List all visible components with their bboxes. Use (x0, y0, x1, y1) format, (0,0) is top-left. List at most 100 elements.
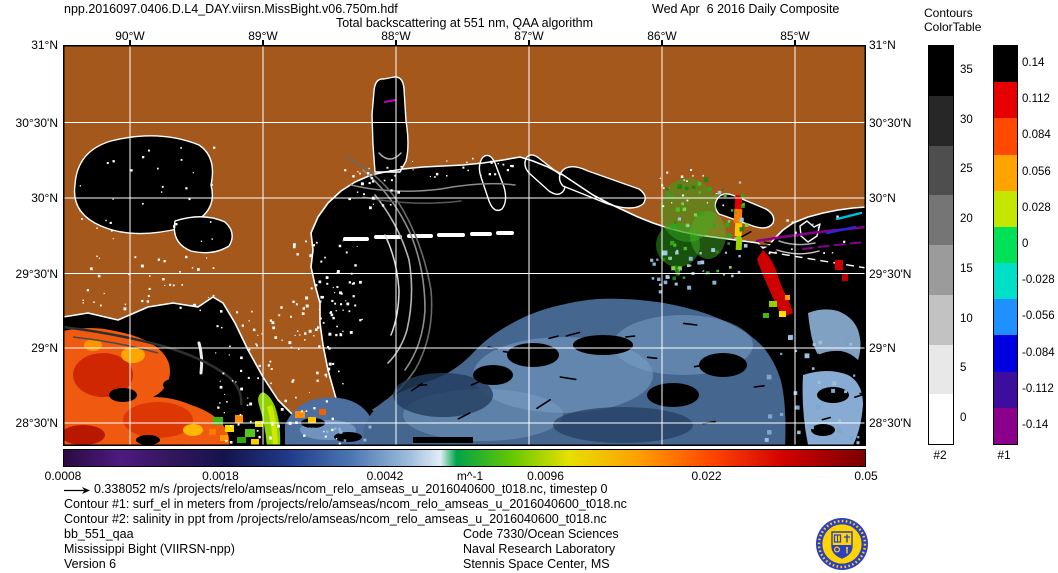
surfel-contours (384, 99, 868, 250)
lat-label-right-3: 29°30'N (869, 266, 912, 281)
lake-borgne (173, 216, 233, 254)
contour1-colortable-bar (993, 45, 1018, 445)
legend-title-line1: Contours (924, 6, 973, 20)
bar1-segment-8 (994, 335, 1017, 372)
product-name: bb_551_qaa (64, 527, 134, 541)
header-filename: npp.2016097.0406.D.L4_DAY.viirsn.MissBig… (64, 2, 398, 16)
bar1-label-6: -0.028 (1022, 274, 1055, 287)
bar1-label-7: -0.056 (1022, 310, 1055, 323)
header-composite-date: Wed Apr 6 2016 Daily Composite (652, 2, 840, 16)
bar1-label-3: 0.056 (1022, 165, 1051, 178)
contour1-note: Contour #1: surf_el in meters from /proj… (64, 497, 627, 511)
colorbar-tick-4: 0.022 (691, 469, 722, 483)
bar2-label-6: 5 (960, 362, 967, 375)
colorbar-tick-1: 0.0018 (202, 469, 239, 483)
lon-label-4: 86°W (647, 29, 677, 43)
bar1-segment-4 (994, 190, 1017, 227)
bar1-segment-6 (994, 263, 1017, 300)
bar1-name: #1 (997, 448, 1011, 462)
lakes-and-bays (73, 76, 821, 254)
vector-scale-arrow-icon (64, 487, 90, 494)
lon-tick-4 (661, 40, 663, 45)
marsh-and-data-speckles (79, 146, 860, 449)
shoal-line (768, 251, 867, 269)
lat-label-right-2: 30°N (869, 191, 896, 205)
legend-title-line2: ColorTable (924, 20, 982, 34)
bar2-label-7: 0 (960, 412, 967, 425)
bar1-segment-9 (994, 371, 1017, 408)
org-name: Naval Research Laboratory (463, 542, 616, 556)
version-label: Version 6 (64, 557, 117, 571)
bar1-segment-10 (994, 407, 1017, 444)
scattered-bloom-bits (209, 409, 326, 445)
bar1-segment-1 (994, 82, 1017, 119)
bar2-label-2: 25 (960, 163, 973, 176)
coastal-inlet (799, 220, 821, 243)
region-name: Mississippi Bight (VIIRSN-npp) (64, 542, 235, 556)
bar2-segment-1 (929, 95, 953, 146)
lat-label-left-4: 29°N (31, 341, 58, 355)
lon-label-0: 90°W (115, 29, 145, 43)
colorbar-tick-0: 0.0008 (44, 469, 82, 483)
bar1-label-1: 0.112 (1022, 93, 1050, 106)
lon-tick-2 (395, 40, 397, 45)
plot-title: Total backscattering at 551 nm, QAA algo… (335, 16, 594, 30)
contour2-colortable-bar (928, 45, 954, 445)
vector-scale-note: 0.338052 m/s /projects/relo/amseas/ncom_… (94, 482, 608, 496)
bar2-label-4: 15 (960, 262, 973, 275)
bar1-segment-2 (994, 118, 1017, 155)
bar2-segment-4 (929, 245, 953, 295)
data-patches (61, 178, 863, 447)
nearshore-red-streak (733, 194, 848, 318)
lat-label-left-0: 31°N (31, 38, 58, 52)
barrier-islands (343, 231, 514, 241)
map-canvas (61, 45, 874, 449)
lat-label-left-1: 30°30'N (15, 115, 58, 130)
mobile-bay (371, 76, 409, 173)
bar1-label-10: -0.14 (1022, 418, 1049, 431)
lat-label-left-5: 28°30'N (15, 416, 58, 430)
lon-label-2: 88°W (381, 29, 411, 43)
bar2-label-0: 35 (960, 63, 973, 76)
bar2-segment-7 (929, 394, 953, 444)
land (63, 45, 866, 446)
colorbar-gradient (63, 449, 866, 467)
bay-east (524, 154, 566, 195)
lat-label-left-3: 29°30'N (15, 266, 58, 281)
lat-label-right-1: 30°30'N (869, 115, 912, 130)
coastline (62, 156, 867, 447)
lat-label-left-2: 30°N (31, 191, 58, 205)
bar2-name: #2 (933, 448, 947, 462)
bar2-segment-2 (929, 145, 953, 196)
colorbar-tick-5: 0.05 (854, 469, 878, 483)
bar1-label-8: -0.084 (1022, 346, 1055, 359)
org-location: Stennis Space Center, MS (463, 557, 610, 571)
east-lagoon (714, 193, 775, 229)
bar1-segment-3 (994, 154, 1017, 191)
bar1-segment-5 (994, 226, 1017, 264)
bar1-segment-7 (994, 299, 1017, 336)
lon-tick-1 (262, 40, 264, 45)
bar2-segment-0 (929, 46, 953, 96)
offshore-blue-patch-east (808, 309, 861, 360)
bar2-segment-6 (929, 344, 953, 395)
lon-label-3: 87°W (514, 29, 544, 43)
org-code: Code 7330/Ocean Sciences (463, 527, 619, 541)
lon-tick-0 (129, 40, 131, 45)
colorbar-unit-label: m^-1 (456, 469, 484, 483)
lat-label-right-0: 31°N (869, 38, 896, 52)
bar2-label-5: 10 (960, 312, 973, 325)
bar1-label-9: -0.112 (1022, 382, 1054, 395)
lat-label-right-5: 28°30'N (869, 416, 912, 430)
graticule (63, 45, 866, 446)
bar1-label-5: 0 (1022, 238, 1029, 250)
bar1-label-0: 0.14 (1022, 57, 1045, 70)
lon-label-1: 89°W (248, 29, 278, 43)
map-frame (63, 45, 866, 446)
bar2-segment-5 (929, 294, 953, 345)
contour2-note: Contour #2: salinity in ppt from /projec… (64, 512, 607, 526)
bar2-segment-3 (929, 195, 953, 245)
lon-tick-5 (794, 40, 796, 45)
lat-label-right-4: 29°N (869, 341, 896, 355)
